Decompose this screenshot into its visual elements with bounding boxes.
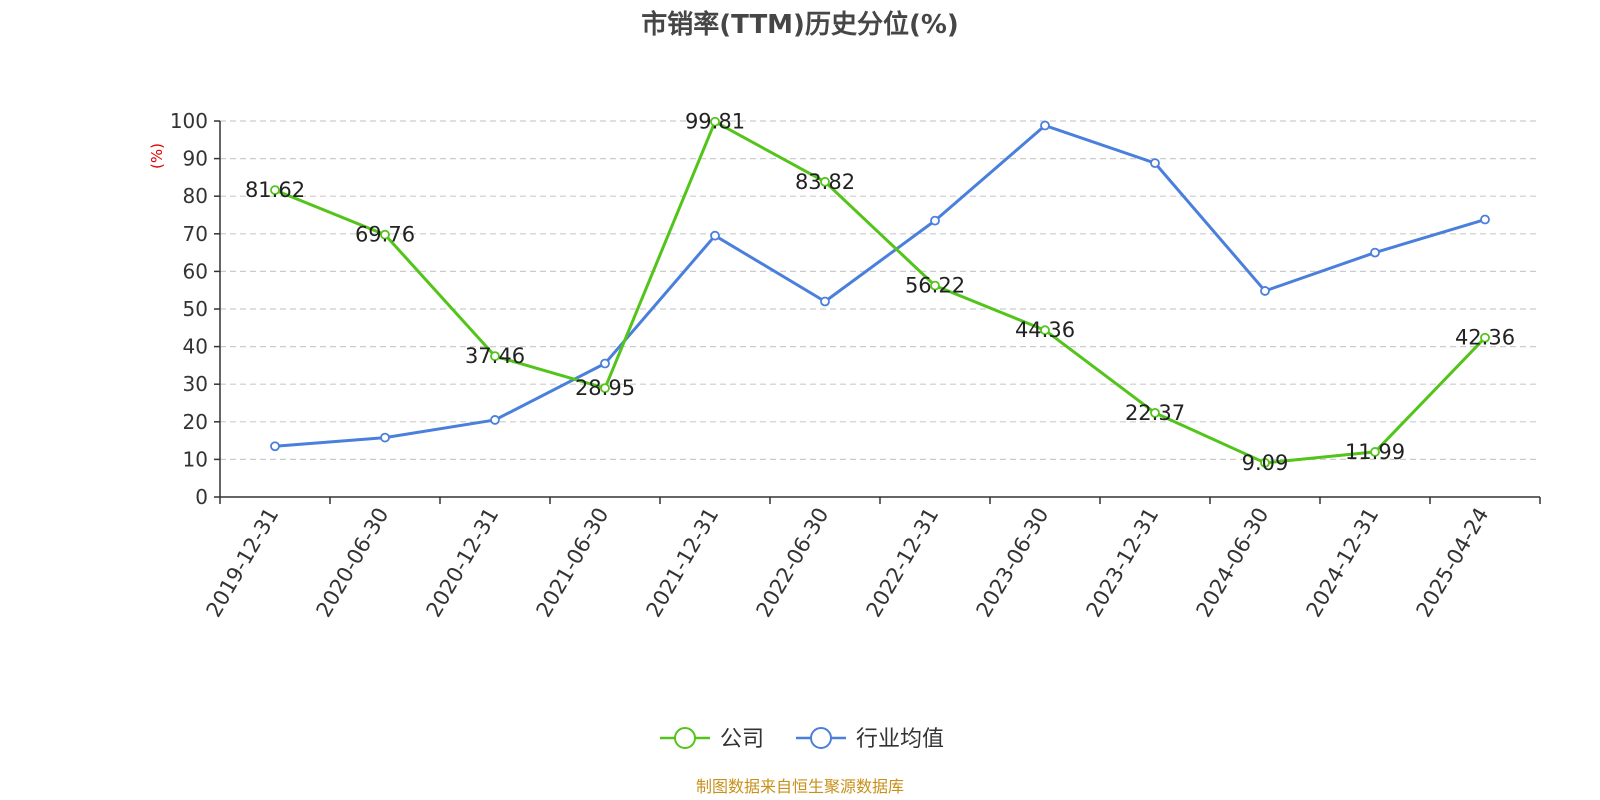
y-tick-label: 60 — [183, 259, 208, 283]
data-point — [710, 230, 720, 241]
data-labels: 81.62 69.76 37.46 28.95 99.81 83.82 56.22 44.36… — [245, 110, 1515, 475]
x-tick-label: 2020-12-31 — [422, 504, 504, 622]
data-point — [1260, 286, 1270, 296]
data-point — [1370, 447, 1380, 457]
x-tick-label: 2024-06-30 — [1192, 504, 1274, 622]
x-tick-label: 2025-04-24 — [1412, 504, 1494, 622]
data-label: 28.95 — [575, 376, 635, 400]
data-label: 44.36 — [1015, 318, 1075, 342]
data-point — [490, 351, 500, 362]
data-point — [1480, 214, 1490, 225]
y-tick-label: 100 — [170, 109, 208, 133]
y-tick-label: 40 — [183, 335, 208, 359]
data-point — [710, 116, 720, 127]
data-label: 22.37 — [1125, 401, 1185, 425]
y-tick-label: 30 — [183, 372, 208, 396]
x-tick-label: 2023-06-30 — [972, 504, 1054, 622]
y-tick-label: 0 — [195, 485, 208, 509]
legend-swatch-marker — [674, 727, 696, 749]
data-point — [1370, 247, 1380, 258]
data-point — [820, 296, 830, 307]
y-tick-label: 90 — [183, 147, 208, 171]
data-label: 99.81 — [685, 110, 745, 134]
x-tick-label: 2019-12-31 — [202, 504, 284, 622]
data-label: 9.09 — [1242, 451, 1289, 475]
legend-label: 行业均值 — [856, 727, 944, 752]
data-point — [1260, 457, 1270, 468]
legend-swatch-marker — [810, 727, 832, 749]
x-tick-label: 2021-06-30 — [532, 504, 614, 622]
x-tick-label: 2022-06-30 — [752, 504, 834, 622]
y-tick-label: 70 — [183, 222, 208, 246]
y-tick-label: 50 — [183, 297, 208, 321]
data-label: 69.76 — [355, 223, 415, 247]
y-tick-label: 20 — [183, 410, 208, 434]
legend-label: 公司 — [720, 727, 764, 752]
data-point — [1040, 325, 1050, 336]
data-point — [490, 415, 500, 425]
data-label: 56.22 — [905, 274, 965, 298]
data-point — [820, 176, 830, 187]
chart-title: 市销率(TTM)历史分位(%) — [641, 9, 959, 40]
grid — [220, 120, 1540, 460]
data-label: 11.99 — [1345, 440, 1405, 464]
y-tick-label: 80 — [183, 184, 208, 208]
data-point — [380, 432, 390, 443]
data-point — [1150, 158, 1160, 169]
series-lines — [270, 116, 1490, 468]
data-point — [600, 358, 610, 369]
source-note: 制图数据来自恒生聚源数据库 — [696, 777, 904, 796]
data-label: 42.36 — [1455, 326, 1515, 350]
legend: 公司 行业均值 — [660, 727, 944, 752]
y-axis-unit-label: (%) — [148, 143, 166, 169]
data-point — [1040, 120, 1050, 131]
x-tick-label: 2022-12-31 — [862, 504, 944, 622]
data-point — [1480, 332, 1490, 343]
data-label: 83.82 — [795, 170, 855, 194]
series-line-0 — [274, 120, 1487, 465]
data-label: 81.62 — [245, 178, 305, 202]
x-tick-label: 2021-12-31 — [642, 504, 724, 622]
x-tick-label: 2023-12-31 — [1082, 504, 1164, 622]
x-tick-label: 2024-12-31 — [1302, 504, 1384, 622]
data-point — [600, 383, 610, 394]
data-point — [930, 215, 940, 226]
data-point — [270, 185, 280, 196]
data-point — [930, 280, 940, 291]
y-tick-label: 10 — [183, 447, 208, 471]
series-line-1 — [274, 124, 1486, 448]
data-label: 37.46 — [465, 344, 525, 368]
data-point — [380, 229, 390, 240]
x-tick-label: 2020-06-30 — [312, 504, 394, 622]
data-point — [1150, 407, 1160, 418]
data-point — [270, 441, 280, 452]
